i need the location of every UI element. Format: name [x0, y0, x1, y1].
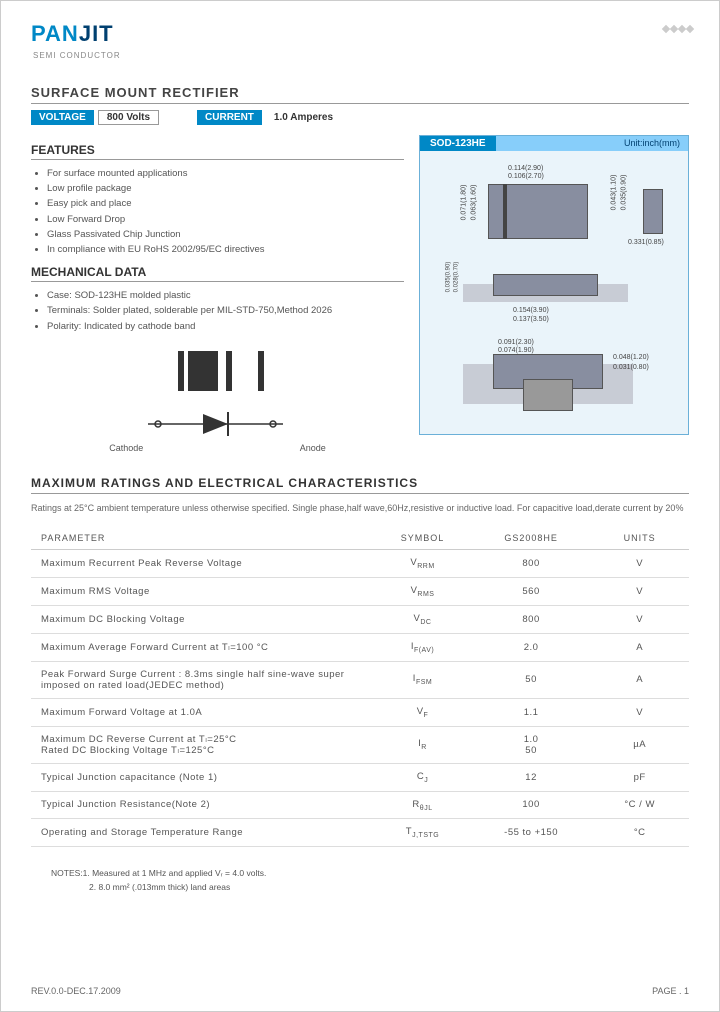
features-list: For surface mounted applications Low pro…	[41, 166, 404, 257]
ratings-note: Ratings at 25°C ambient temperature unle…	[31, 502, 689, 516]
feature-item: Easy pick and place	[47, 196, 404, 211]
th-param: PARAMETER	[31, 527, 373, 550]
diode-diagram: Cathode Anode	[31, 346, 404, 453]
logo: PANJIT	[31, 21, 689, 47]
mechanical-title: MECHANICAL DATA	[31, 265, 404, 282]
feature-item: Glass Passivated Chip Junction	[47, 227, 404, 242]
logo-subtitle: SEMI CONDUCTOR	[33, 51, 689, 60]
table-row: Maximum Recurrent Peak Reverse Voltage V…	[31, 550, 689, 578]
ratings-table: PARAMETER SYMBOL GS2008HE UNITS Maximum …	[31, 527, 689, 847]
current-value: 1.0 Amperes	[266, 111, 341, 124]
feature-item: In compliance with EU RoHS 2002/95/EC di…	[47, 242, 404, 257]
package-drawing: 0.114(2.90) 0.106(2.70) 0.071(1.80) 0.06…	[428, 159, 680, 429]
table-row: Maximum DC Reverse Current at Tₗ=25°CRat…	[31, 726, 689, 763]
watermark	[662, 19, 694, 37]
feature-item: Low Forward Drop	[47, 212, 404, 227]
anode-label: Anode	[300, 443, 326, 453]
table-row: Maximum Forward Voltage at 1.0A VF 1.1 V	[31, 698, 689, 726]
table-row: Typical Junction capacitance (Note 1) CJ…	[31, 763, 689, 791]
table-row: Maximum RMS Voltage VRMS 560 V	[31, 578, 689, 606]
note-1: NOTES:1. Measured at 1 MHz and applied V…	[51, 867, 689, 881]
table-row: Typical Junction Resistance(Note 2) RθJL…	[31, 791, 689, 819]
page-number: PAGE . 1	[652, 986, 689, 996]
table-row: Operating and Storage Temperature Range …	[31, 819, 689, 847]
table-row: Maximum DC Blocking Voltage VDC 800 V	[31, 605, 689, 633]
note-2: 2. 8.0 mm² (.013mm thick) land areas	[89, 881, 689, 895]
logo-part1: PAN	[31, 21, 79, 47]
feature-item: Low profile package	[47, 181, 404, 196]
spec-row: VOLTAGE 800 Volts CURRENT 1.0 Amperes	[31, 110, 689, 125]
feature-item: For surface mounted applications	[47, 166, 404, 181]
ratings-title: MAXIMUM RATINGS AND ELECTRICAL CHARACTER…	[31, 473, 689, 494]
package-unit: Unit:inch(mm)	[496, 136, 688, 151]
package-header: SOD-123HE Unit:inch(mm)	[420, 136, 688, 151]
revision: REV.0.0-DEC.17.2009	[31, 986, 121, 996]
footer: REV.0.0-DEC.17.2009 PAGE . 1	[31, 986, 689, 996]
mechanical-list: Case: SOD-123HE molded plastic Terminals…	[41, 288, 404, 334]
mech-item: Case: SOD-123HE molded plastic	[47, 288, 404, 303]
datasheet-page: PANJIT SEMI CONDUCTOR SURFACE MOUNT RECT…	[0, 0, 720, 1012]
cathode-label: Cathode	[109, 443, 143, 453]
main-title: SURFACE MOUNT RECTIFIER	[31, 85, 689, 104]
package-title: SOD-123HE	[420, 136, 496, 151]
voltage-value: 800 Volts	[98, 110, 159, 125]
notes: NOTES:1. Measured at 1 MHz and applied V…	[51, 867, 689, 894]
logo-part2: JIT	[79, 21, 114, 47]
voltage-badge: VOLTAGE	[31, 110, 94, 125]
table-row: Peak Forward Surge Current : 8.3ms singl…	[31, 661, 689, 698]
package-box: SOD-123HE Unit:inch(mm) 0.114(2.90) 0.10…	[419, 135, 689, 435]
current-badge: CURRENT	[197, 110, 262, 125]
mech-item: Terminals: Solder plated, solderable per…	[47, 303, 404, 318]
th-units: UNITS	[590, 527, 689, 550]
right-column: SOD-123HE Unit:inch(mm) 0.114(2.90) 0.10…	[419, 135, 689, 453]
left-column: FEATURES For surface mounted application…	[31, 135, 404, 453]
content-row: FEATURES For surface mounted application…	[31, 135, 689, 453]
table-row: Maximum Average Forward Current at Tₗ=10…	[31, 633, 689, 661]
features-title: FEATURES	[31, 143, 404, 160]
th-part: GS2008HE	[472, 527, 590, 550]
mech-item: Polarity: Indicated by cathode band	[47, 319, 404, 334]
th-symbol: SYMBOL	[373, 527, 472, 550]
